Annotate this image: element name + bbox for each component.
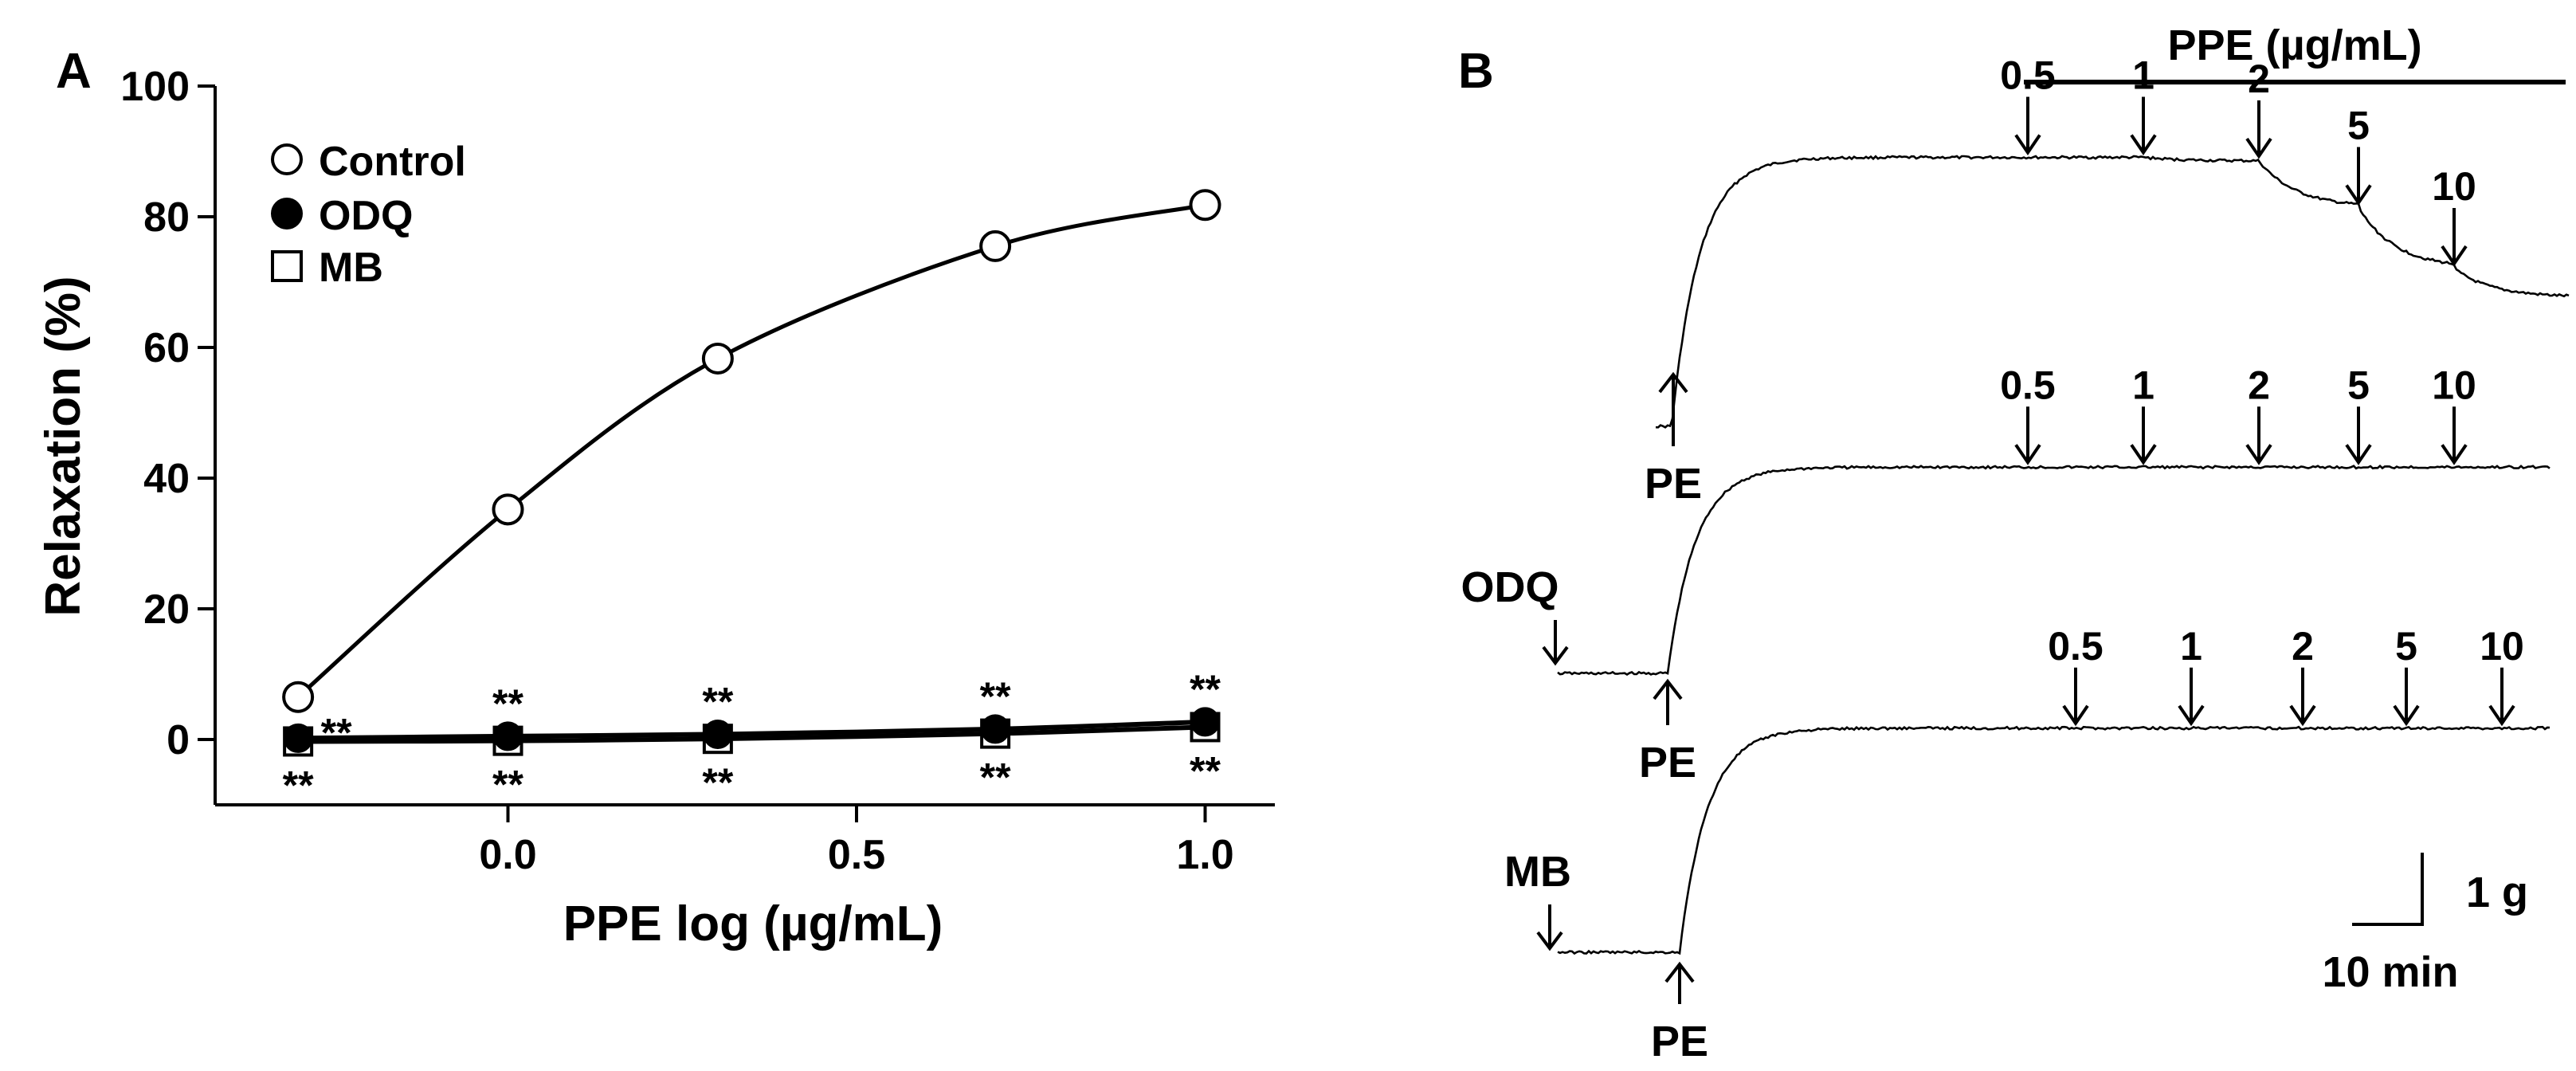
trace-mb-pretreatment-label: MB — [1504, 848, 1571, 896]
data-point-control — [282, 681, 315, 713]
data-point-odq — [980, 714, 1010, 744]
dose-label: 10 — [2432, 363, 2476, 407]
dose-label: 5 — [2347, 104, 2370, 148]
dose-label: 2 — [2248, 363, 2270, 407]
panel-b-label: B — [1458, 44, 1494, 99]
legend-mb-label: MB — [319, 245, 383, 291]
x-tick-label: 0.0 — [479, 832, 536, 878]
legend-mb-marker — [271, 250, 303, 282]
dose-arrow — [2441, 208, 2468, 267]
trace-odq-pe-marker: PE — [1639, 678, 1696, 787]
dose-arrow — [2130, 406, 2157, 465]
scale-bar-y-label: 1 g — [2466, 869, 2528, 916]
trace-control-pe-label: PE — [1645, 460, 1702, 508]
series-points — [282, 189, 1221, 757]
trace-mb-pe-marker: PE — [1651, 961, 1708, 1065]
dose-arrow — [2130, 96, 2157, 156]
data-point-control — [701, 342, 734, 375]
dose-arrow — [2245, 100, 2272, 159]
dose-label: 5 — [2395, 624, 2417, 669]
x-tick-label: 1.0 — [1176, 832, 1233, 878]
legend-control-marker — [271, 143, 303, 175]
dose-arrow — [2441, 406, 2468, 465]
data-point-odq — [703, 719, 733, 749]
legend: Control ODQ MB — [271, 139, 466, 291]
dose-label: 0.5 — [2000, 53, 2056, 98]
dose-label: 2 — [2292, 624, 2314, 669]
dose-label: 1 — [2132, 53, 2155, 98]
dose-label: 0.5 — [2048, 624, 2104, 669]
trace-odq-pretreatment-label: ODQ — [1461, 563, 1559, 611]
data-point-odq — [1190, 707, 1220, 737]
dose-label: 1 — [2132, 363, 2155, 407]
trace-odq-pe-label: PE — [1639, 739, 1696, 787]
dose-markers: 0.5 1 2 5 10 0.5 1 2 5 10 0.5 1 2 5 10 — [2000, 53, 2524, 727]
y-tick-label: 40 — [143, 456, 190, 502]
dose-arrow — [2289, 667, 2316, 727]
dose-label: 5 — [2347, 363, 2370, 407]
trace-control — [1655, 155, 2570, 429]
dose-arrow — [2245, 406, 2272, 465]
significance-mark-lower: ** — [1190, 748, 1221, 793]
dose-arrow — [2488, 667, 2515, 727]
significance-mark-upper: ** — [1190, 667, 1221, 712]
significance-mark-upper: ** — [321, 710, 352, 755]
y-tick-label: 60 — [143, 325, 190, 371]
dose-arrow — [2014, 406, 2041, 465]
dose-arrow — [2345, 406, 2372, 465]
x-tick-label: 0.5 — [828, 832, 885, 878]
dose-arrow — [2178, 667, 2205, 727]
legend-odq-label: ODQ — [319, 193, 413, 239]
y-tick-label: 0 — [167, 717, 190, 763]
trace-mb-pe-label: PE — [1651, 1018, 1708, 1065]
legend-control-label: Control — [319, 139, 466, 185]
dose-arrow — [2014, 96, 2041, 156]
dose-label: 10 — [2432, 164, 2476, 209]
y-tick-label: 20 — [143, 586, 190, 633]
trace-odq-pretreatment-marker: ODQ — [1461, 563, 1569, 666]
significance-mark-lower: ** — [702, 760, 733, 805]
panel-b-traces: B PPE (µg/mL) PE PE PE ODQ MB — [1458, 22, 2570, 1065]
ppe-bar-label: PPE (µg/mL) — [2167, 22, 2421, 69]
scale-bar-x-label: 10 min — [2322, 948, 2458, 996]
dose-label: 0.5 — [2000, 363, 2056, 407]
dose-arrow — [2393, 667, 2420, 727]
y-axis-label: Relaxation (%) — [36, 276, 91, 616]
data-point-control — [1189, 189, 1221, 222]
dose-arrow — [2345, 147, 2372, 206]
legend-odq-marker — [271, 198, 303, 230]
trace-mb — [1557, 725, 2551, 955]
series-line-control — [296, 202, 1206, 699]
significance-mark-upper: ** — [702, 679, 733, 724]
significance-mark-lower: ** — [492, 763, 523, 807]
significance-mark-lower: ** — [283, 763, 314, 807]
scale-bar-lines — [2352, 853, 2424, 926]
x-axis-ticks: 0.0 0.5 1.0 — [479, 805, 1234, 878]
scale-bar: 1 g 10 min — [2322, 853, 2528, 996]
y-tick-label: 100 — [120, 64, 190, 110]
significance-mark-lower: ** — [980, 755, 1011, 800]
dose-label: 10 — [2480, 624, 2524, 669]
significance-mark-upper: ** — [492, 681, 523, 726]
panel-a-label: A — [56, 44, 92, 99]
trace-odq — [1557, 464, 2551, 677]
significance-mark-upper: ** — [980, 674, 1011, 719]
x-axis-label: PPE log (µg/mL) — [563, 896, 943, 951]
y-axis-ticks: 0 20 40 60 80 100 — [120, 64, 215, 763]
y-tick-label: 80 — [143, 194, 190, 241]
series-lines — [296, 202, 1206, 744]
dose-label: 1 — [2180, 624, 2202, 669]
dose-arrow — [2062, 667, 2089, 727]
trace-mb-pretreatment-marker: MB — [1504, 848, 1571, 951]
data-point-odq — [493, 721, 523, 751]
trace-control-pe-marker: PE — [1645, 371, 1702, 508]
significance-marks: ******************** — [283, 667, 1221, 808]
data-point-control — [979, 230, 1012, 262]
dose-label: 2 — [2248, 57, 2270, 101]
data-point-odq — [283, 723, 313, 753]
data-point-control — [492, 493, 524, 526]
